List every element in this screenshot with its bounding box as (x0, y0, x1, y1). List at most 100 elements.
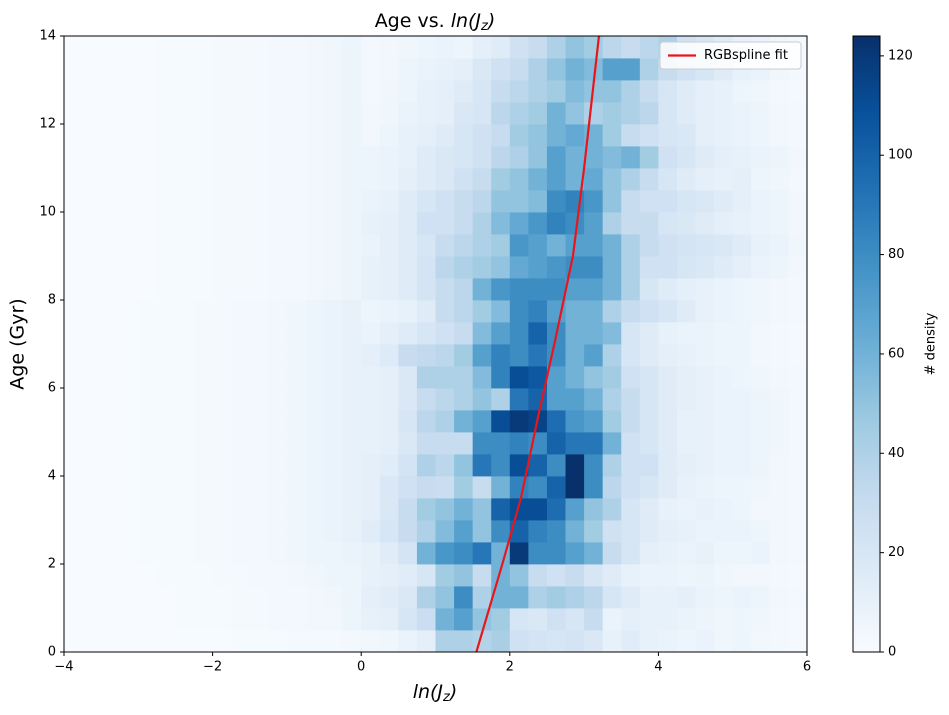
heat-cell (156, 520, 176, 543)
heat-cell (621, 630, 641, 653)
heat-cell (231, 410, 251, 433)
heat-cell (769, 344, 789, 367)
heat-cell (342, 212, 362, 235)
heat-cell (435, 146, 455, 169)
heat-cell (286, 80, 306, 103)
heat-cell (621, 454, 641, 477)
heat-cell (454, 212, 474, 235)
heat-cell (398, 102, 418, 125)
heat-cell (584, 58, 604, 81)
heat-cell (156, 146, 176, 169)
heat-cell (658, 630, 678, 653)
heat-cell (286, 564, 306, 587)
heat-cell (119, 388, 139, 411)
heat-cell (82, 476, 102, 499)
heat-cell (509, 432, 529, 455)
heat-cell (398, 146, 418, 169)
heat-cell (379, 410, 399, 433)
heat-cell (584, 630, 604, 653)
heat-cell (268, 630, 288, 653)
heat-cell (324, 80, 344, 103)
heat-cell (491, 58, 511, 81)
heat-cell (194, 410, 213, 433)
heat-cell (342, 168, 362, 191)
heat-cell (398, 344, 418, 367)
heat-cell (268, 410, 288, 433)
heat-cell (286, 542, 306, 565)
heat-cell (584, 344, 604, 367)
heat-cell (305, 168, 325, 191)
heat-cell (695, 146, 715, 169)
heat-cell (769, 542, 789, 565)
heat-cell (101, 146, 121, 169)
heat-cell (231, 300, 251, 323)
heat-cell (361, 300, 381, 323)
heat-cell (584, 564, 604, 587)
heat-cell (156, 366, 176, 389)
heat-cell (695, 630, 715, 653)
heat-cell (565, 322, 585, 345)
legend-label: RGBspline fit (704, 48, 788, 63)
heat-cell (528, 36, 548, 59)
heat-cell (82, 586, 102, 609)
heat-cell (82, 542, 102, 565)
heat-cell (658, 344, 678, 367)
heat-cell (788, 146, 808, 169)
heat-cell (64, 80, 83, 103)
heat-cell (751, 410, 771, 433)
heat-cell (324, 520, 344, 543)
heat-cell (491, 564, 511, 587)
heat-cell (342, 410, 362, 433)
heat-cell (472, 410, 492, 433)
heat-cell (138, 410, 158, 433)
colorbar-tick-label: 120 (888, 48, 913, 63)
heat-cell (454, 520, 474, 543)
heat-cell (602, 36, 622, 59)
heat-cell (175, 344, 195, 367)
heat-cell (305, 212, 325, 235)
heat-cell (194, 454, 213, 477)
heat-cell (101, 476, 121, 499)
heat-cell (361, 432, 381, 455)
heat-cell (342, 608, 362, 631)
heat-cell (379, 278, 399, 301)
heat-cell (194, 366, 213, 389)
heat-cell (528, 124, 548, 147)
heat-cell (714, 300, 734, 323)
heat-cell (138, 102, 158, 125)
heat-cell (212, 476, 232, 499)
heat-cell (119, 168, 139, 191)
heat-cell (528, 542, 548, 565)
heat-cell (268, 520, 288, 543)
heat-cell (509, 300, 529, 323)
heat-cell (676, 344, 696, 367)
heat-cell (119, 630, 139, 653)
heat-cell (472, 234, 492, 257)
heat-cell (454, 410, 474, 433)
heat-cell (528, 608, 548, 631)
heat-cell (398, 190, 418, 213)
heat-cell (82, 608, 102, 631)
heat-cell (528, 278, 548, 301)
heat-cell (156, 36, 176, 59)
heat-cell (64, 300, 83, 323)
heat-cell (509, 278, 529, 301)
heat-cell (751, 278, 771, 301)
heat-cell (788, 124, 808, 147)
heat-cell (509, 212, 529, 235)
heat-cell (175, 366, 195, 389)
heat-cell (119, 322, 139, 345)
heat-cell (714, 124, 734, 147)
heat-cell (584, 190, 604, 213)
heat-cell (546, 366, 566, 389)
heat-cell (119, 278, 139, 301)
heat-cell (435, 36, 455, 59)
heat-cell (342, 124, 362, 147)
heat-cell (286, 366, 306, 389)
heat-cell (509, 630, 529, 653)
heat-cell (546, 476, 566, 499)
heat-cell (472, 212, 492, 235)
heat-cell (212, 300, 232, 323)
heat-cell (416, 520, 436, 543)
heat-cell (194, 344, 213, 367)
